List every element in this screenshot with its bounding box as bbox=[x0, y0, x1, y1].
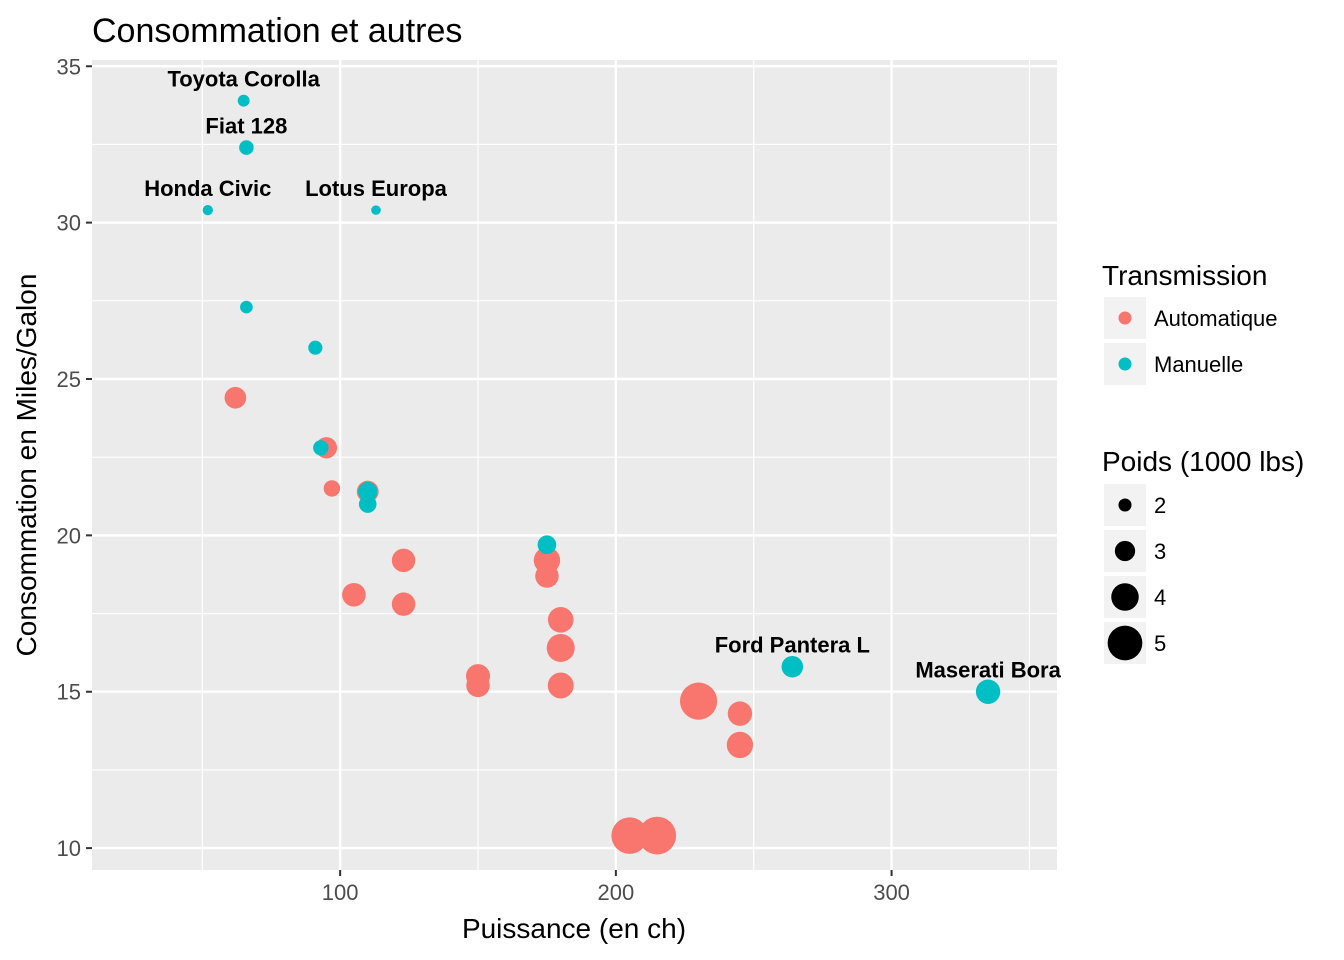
point-label: Honda Civic bbox=[144, 176, 271, 201]
y-tick-label: 20 bbox=[57, 523, 81, 548]
legend: Transmission Poids (1000 lbs) Automatiqu… bbox=[1102, 260, 1304, 664]
data-point bbox=[781, 655, 804, 678]
legend-size-swatch bbox=[1114, 540, 1136, 562]
data-points bbox=[202, 94, 1001, 855]
x-tick-label: 300 bbox=[873, 880, 910, 905]
data-point bbox=[313, 440, 329, 456]
data-point bbox=[533, 547, 561, 574]
point-label: Maserati Bora bbox=[915, 658, 1061, 683]
legend-size-swatch bbox=[1118, 498, 1132, 512]
data-point bbox=[240, 300, 253, 314]
x-tick-label: 200 bbox=[597, 880, 634, 905]
legend-label: Manuelle bbox=[1154, 352, 1243, 377]
data-point bbox=[547, 607, 574, 633]
data-point bbox=[391, 548, 416, 573]
y-tick-label: 15 bbox=[57, 680, 81, 705]
data-point bbox=[727, 701, 753, 726]
data-point bbox=[342, 582, 366, 607]
data-point bbox=[547, 672, 574, 699]
plot-panel bbox=[92, 60, 1057, 870]
data-point bbox=[308, 340, 323, 355]
data-point bbox=[391, 592, 416, 616]
y-tick-label: 35 bbox=[57, 54, 81, 79]
legend-size-label: 2 bbox=[1154, 493, 1166, 518]
data-point bbox=[323, 480, 341, 497]
point-label: Ford Pantera L bbox=[715, 633, 870, 658]
size-legend-title: Poids (1000 lbs) bbox=[1102, 446, 1304, 477]
data-point bbox=[726, 731, 754, 759]
legend-label: Automatique bbox=[1154, 306, 1278, 331]
data-point bbox=[239, 140, 254, 155]
legend-size-swatch bbox=[1107, 625, 1143, 661]
data-point bbox=[224, 386, 247, 409]
legend-size-label: 4 bbox=[1154, 585, 1166, 610]
axes: 100 200 300 10 15 20 25 30 35 bbox=[57, 54, 910, 905]
point-label: Fiat 128 bbox=[205, 114, 287, 139]
data-point bbox=[537, 535, 557, 555]
y-tick-label: 25 bbox=[57, 367, 81, 392]
y-tick-label: 30 bbox=[57, 211, 81, 236]
legend-size-label: 3 bbox=[1154, 539, 1166, 564]
legend-key-swatch bbox=[1118, 311, 1132, 325]
point-label: Toyota Corolla bbox=[167, 67, 320, 92]
legend-key-swatch bbox=[1118, 357, 1132, 371]
data-point bbox=[975, 679, 1001, 704]
point-label: Lotus Europa bbox=[305, 176, 448, 201]
data-point bbox=[466, 673, 490, 698]
color-legend-title: Transmission bbox=[1102, 260, 1267, 291]
x-tick-label: 100 bbox=[322, 880, 359, 905]
legend-size-swatch bbox=[1111, 583, 1139, 611]
data-point bbox=[358, 481, 378, 502]
data-point bbox=[679, 682, 718, 720]
data-point bbox=[546, 633, 575, 662]
chart-title: Consommation et autres bbox=[92, 12, 462, 50]
y-tick-label: 10 bbox=[57, 836, 81, 861]
data-point bbox=[237, 94, 250, 107]
data-point bbox=[371, 205, 381, 215]
y-axis-title: Consommation en Miles/Galon bbox=[11, 274, 42, 657]
data-point bbox=[202, 204, 213, 216]
legend-size-label: 5 bbox=[1154, 631, 1166, 656]
point-labels: Fiat 128 Honda Civic Toyota Corolla Lotus E… bbox=[144, 67, 1061, 683]
x-axis-title: Puissance (en ch) bbox=[462, 913, 686, 944]
data-point bbox=[611, 817, 648, 854]
data-point bbox=[638, 816, 677, 855]
